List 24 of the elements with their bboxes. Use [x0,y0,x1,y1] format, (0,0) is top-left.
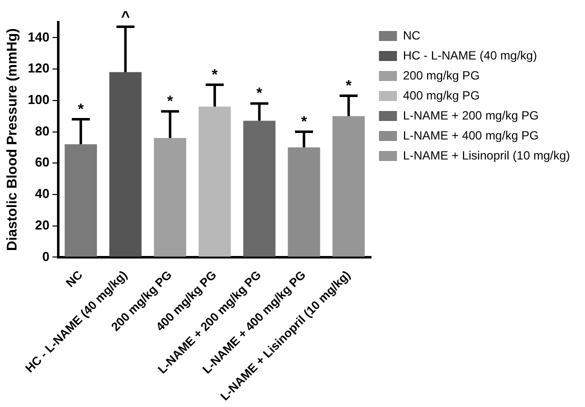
y-tick-label: 120 [28,60,50,76]
annotation: * [346,77,352,94]
y-tick-label: 0 [42,248,50,264]
y-tick-label: 60 [35,154,50,170]
legend-label: L-NAME + 400 mg/kg PG [402,128,539,142]
y-tick-label: 20 [35,217,50,232]
legend-label: L-NAME + Lisinopril (10 mg/kg) [402,148,570,162]
legend-label: L-NAME + 200 mg/kg PG [402,108,539,122]
y-tick-label: 40 [35,186,50,202]
legend-label: 200 mg/kg PG [402,68,480,82]
legend-label: 400 mg/kg PG [402,88,480,102]
annotation: * [256,85,262,102]
annotation: * [167,93,174,110]
annotation: * [301,113,308,130]
y-tick-label: 140 [28,29,50,44]
x-tick-label: NC [63,268,86,290]
y-tick-label: 80 [35,123,50,138]
annotation: * [212,66,218,84]
legend-label: NC [402,28,421,42]
annotation: ^ [121,8,130,26]
legend-label: HC - L-NAME (40 mg/kg) [402,48,537,62]
annotation: * [78,100,84,118]
y-axis-title: Diastolic Blood Pressure (mmHg) [3,28,20,251]
y-tick-label: 100 [28,92,50,107]
